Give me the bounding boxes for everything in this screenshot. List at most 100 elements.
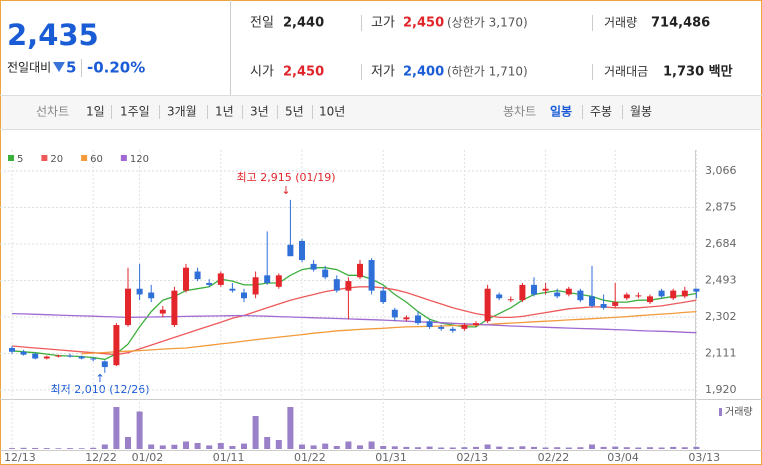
change-label: 전일대비: [7, 61, 51, 75]
legend-swatch: [719, 408, 722, 416]
volume-bar: [577, 447, 584, 449]
candle-body: [357, 263, 363, 278]
candle-body: [368, 260, 375, 291]
candle-body: [101, 361, 108, 368]
candle-body: [542, 288, 549, 291]
volume-bar: [484, 444, 491, 449]
candle-body: [693, 288, 700, 292]
period-button[interactable]: 일봉: [550, 105, 572, 119]
volume-bar: [9, 448, 15, 449]
volume-bar: [171, 444, 178, 449]
price: 2,435: [7, 18, 99, 52]
y-tick-label: 2,111: [705, 347, 737, 360]
period-button[interactable]: 1년: [215, 105, 234, 119]
period-button[interactable]: 3개월: [167, 105, 197, 119]
volume-bar: [461, 447, 468, 449]
y-tick-label: 2,684: [705, 237, 737, 250]
volume-bar: [229, 446, 236, 449]
volume-bar: [20, 447, 27, 449]
volume-bar: [507, 447, 514, 449]
x-tick-label: 01/22: [294, 451, 326, 464]
candle-body: [531, 284, 537, 295]
volume-bar: [299, 444, 305, 449]
candle-body: [635, 295, 642, 297]
x-tick-label: 01/31: [375, 451, 407, 464]
stat-value: 2,450: [403, 16, 444, 31]
candle-body: [287, 244, 294, 257]
y-tick-label: 1,920: [705, 383, 737, 396]
candle-body: [241, 292, 247, 299]
period-button[interactable]: 3년: [250, 105, 269, 119]
candle-body: [577, 290, 584, 301]
period-button[interactable]: 10년: [319, 105, 345, 119]
toolbar-label: 선차트: [36, 105, 69, 119]
volume-bar: [589, 444, 595, 449]
period-button[interactable]: 1주일: [120, 105, 150, 119]
volume-bar: [183, 441, 189, 449]
volume-bar: [55, 448, 62, 449]
volume-bar: [101, 444, 108, 449]
volume-bar: [136, 411, 143, 449]
volume-bar: [67, 448, 73, 449]
stat-value: 2,440: [283, 16, 324, 31]
candle-body: [32, 353, 39, 359]
x-tick-label: 03/13: [688, 451, 720, 464]
legend-label: 5: [17, 154, 23, 165]
stat-label: 저가: [371, 65, 395, 80]
ma-line: [81, 310, 697, 355]
volume-bar: [438, 447, 445, 449]
legend-swatch: [8, 155, 14, 161]
candle-body: [554, 292, 561, 297]
stat-label: 시가: [250, 65, 274, 80]
period-button[interactable]: 주봉: [590, 105, 612, 119]
x-tick-label: 12/13: [4, 451, 36, 464]
volume-bar: [333, 446, 340, 449]
candle-body: [194, 271, 201, 280]
period-button[interactable]: 5년: [285, 105, 304, 119]
volume-bar: [391, 446, 398, 449]
ma-line: [11, 286, 697, 356]
legend-swatch: [41, 155, 48, 161]
volume-bar: [647, 447, 653, 449]
period-button[interactable]: 월봉: [630, 105, 652, 119]
legend-label: 거래량: [725, 406, 753, 418]
volume-bar: [554, 447, 561, 449]
legend-swatch: [81, 155, 88, 161]
volume-bar: [206, 445, 213, 449]
y-tick-label: 2,493: [705, 274, 737, 287]
candle-body: [658, 290, 665, 297]
volume-bar: [345, 441, 352, 449]
candle-body: [519, 284, 526, 301]
candle-body: [507, 299, 514, 301]
volume-bar: [531, 446, 537, 449]
volume-bar: [194, 443, 201, 449]
candle-body: [322, 269, 329, 278]
stat-label: 거래량: [604, 16, 637, 30]
candle-body: [171, 290, 178, 326]
volume-bar: [565, 447, 572, 449]
legend-swatch: [120, 155, 127, 161]
annotation-arrow: ↓: [281, 184, 290, 197]
candle-body: [206, 282, 213, 285]
period-button[interactable]: 1일: [86, 105, 105, 119]
candle-body: [299, 240, 305, 261]
candle-body: [43, 356, 50, 359]
x-tick-label: 01/11: [213, 451, 245, 464]
candle-body: [264, 275, 271, 283]
volume-bar: [612, 446, 619, 449]
volume-bar: [78, 448, 85, 449]
x-tick-label: 12/22: [85, 451, 117, 464]
volume-bar: [600, 446, 607, 449]
candle-body: [461, 325, 468, 329]
candle-body: [565, 288, 572, 295]
candle-body: [415, 315, 421, 324]
candle-body: [612, 302, 619, 306]
volume-bar: [542, 447, 549, 449]
candle-body: [484, 288, 491, 322]
volume-bar: [217, 443, 224, 449]
stat-label: 전일: [250, 16, 274, 31]
volume-bar: [623, 447, 630, 449]
volume-bar: [473, 446, 479, 449]
candle-body: [647, 296, 653, 303]
